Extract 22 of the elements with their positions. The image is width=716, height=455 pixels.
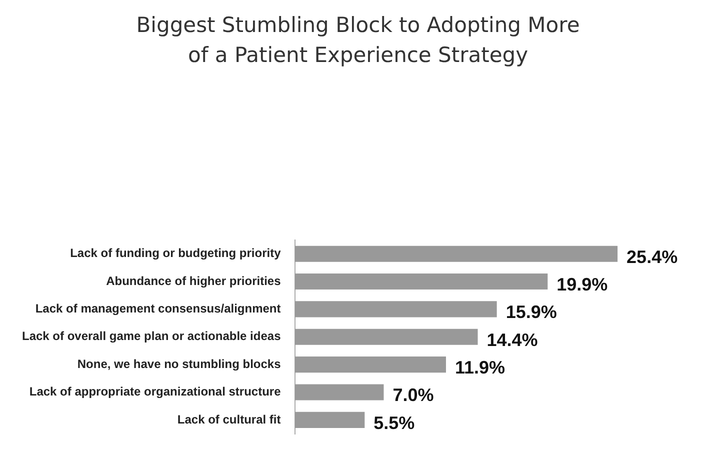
data-label: 15.9% bbox=[506, 302, 557, 322]
bar bbox=[294, 328, 478, 345]
bar bbox=[294, 274, 548, 290]
bar bbox=[294, 246, 618, 262]
chart-title: Biggest Stumbling Block to Adopting More of a Patient Experience Strategy bbox=[135, 12, 581, 69]
y-tick-label: Abundance of higher priorities bbox=[106, 274, 282, 288]
bar bbox=[294, 412, 365, 428]
bar bbox=[294, 384, 384, 400]
data-label: 14.4% bbox=[486, 330, 538, 350]
data-label: 19.9% bbox=[556, 274, 608, 294]
y-tick-label: Lack of overall game plan or actionable ideas bbox=[22, 329, 282, 344]
y-tick-label: Lack of funding or budgeting priority bbox=[70, 246, 282, 260]
bar bbox=[294, 301, 497, 318]
y-tick-label: None, we have no stumbling blocks bbox=[77, 356, 282, 371]
y-tick-label: Lack of appropriate organizational structure bbox=[29, 384, 282, 399]
data-label: 25.4% bbox=[626, 246, 678, 267]
y-tick-label: Lack of cultural fit bbox=[177, 412, 281, 426]
data-label: 11.9% bbox=[454, 358, 506, 378]
data-label: 7.0% bbox=[392, 385, 434, 406]
data-label: 5.5% bbox=[374, 412, 415, 433]
y-tick-label: Lack of management consensus/alignment bbox=[35, 302, 281, 316]
bar bbox=[294, 356, 446, 373]
